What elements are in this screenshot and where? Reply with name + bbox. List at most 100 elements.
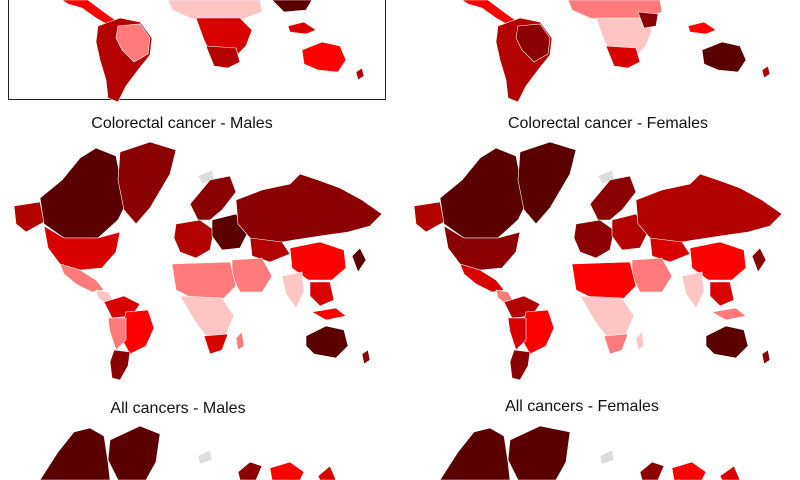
north-africa: [171, 261, 237, 301]
africa: [571, 261, 645, 355]
madagascar: [235, 331, 245, 351]
world-map-top-right: [461, 0, 771, 103]
new-zealand: [761, 65, 771, 79]
caption-colorectal-males: Colorectal cancer - Males: [91, 115, 273, 132]
south-america: [503, 295, 555, 381]
southeast-asia: [709, 281, 735, 307]
oceania: [705, 307, 771, 365]
china: [289, 241, 347, 281]
russia-far-east: [719, 465, 741, 480]
se-asia-islands: [287, 21, 317, 35]
canada: [439, 427, 511, 480]
map-panel-colorectal-males: [0, 140, 400, 385]
greenland: [517, 141, 577, 225]
canada: [39, 427, 111, 480]
horn-of-africa: [637, 11, 659, 29]
indonesia: [711, 307, 747, 321]
oceania: [687, 21, 771, 79]
argentina-chile: [509, 349, 531, 381]
southern-africa: [603, 333, 629, 355]
new-zealand: [761, 349, 771, 365]
madagascar: [635, 331, 645, 351]
west-central-africa: [579, 295, 635, 341]
japan-korea: [351, 247, 367, 273]
greenland: [107, 425, 161, 480]
map-frame: [8, 0, 386, 100]
se-asia-islands: [687, 21, 717, 35]
new-zealand: [355, 67, 365, 81]
canada: [39, 147, 129, 239]
map-panel-colorectal-females: [400, 140, 800, 385]
scandinavia: [589, 175, 637, 221]
world-map-all-females: [439, 425, 741, 480]
russia: [635, 173, 783, 245]
western-europe: [573, 219, 615, 259]
india: [281, 271, 305, 309]
world-map-colorectal-females: [413, 141, 783, 381]
australia: [705, 325, 749, 359]
americas: [461, 0, 553, 103]
africa-europe: [167, 0, 313, 69]
russia-asia: [631, 173, 783, 309]
world-map-all-males: [39, 425, 337, 480]
peru-bolivia: [107, 317, 127, 351]
north-africa: [571, 261, 637, 301]
western-europe: [173, 219, 215, 259]
india: [681, 271, 705, 309]
indonesia: [311, 307, 347, 321]
greenland: [117, 141, 177, 225]
russia: [235, 173, 383, 245]
map-panel-all-females: [400, 422, 800, 480]
australia: [701, 41, 747, 73]
caption-all-females: All cancers - Females: [505, 398, 659, 415]
europe: [573, 175, 649, 259]
russia-east: [271, 0, 313, 13]
southeast-asia: [309, 281, 335, 307]
russia-north: [269, 461, 305, 480]
oceania: [305, 307, 371, 365]
iceland: [599, 449, 615, 465]
americas: [61, 0, 153, 103]
world-map-top-left: [61, 0, 365, 103]
russia-far-east: [317, 465, 337, 480]
usa: [43, 225, 121, 271]
southern-africa: [205, 45, 241, 69]
north-america: [13, 141, 215, 305]
iceland: [197, 449, 213, 465]
kazakhstan: [649, 237, 691, 263]
scandinavia: [237, 461, 263, 480]
southern-africa: [203, 333, 229, 355]
alaska: [13, 201, 45, 233]
alaska: [413, 201, 445, 233]
oceania: [287, 21, 365, 81]
world-map-colorectal-males: [13, 141, 383, 381]
africa: [171, 261, 245, 355]
canada: [439, 147, 529, 239]
scandinavia: [639, 461, 665, 480]
africa-europe: [567, 0, 663, 69]
australia: [305, 325, 349, 359]
map-panel-top-left: [0, 0, 400, 110]
middle-east: [631, 257, 673, 293]
japan-korea: [751, 247, 767, 273]
new-zealand: [361, 349, 371, 365]
europe: [173, 175, 249, 259]
map-panel-top-right: [400, 0, 800, 110]
map-panel-all-males: [0, 422, 400, 480]
china: [689, 241, 747, 281]
west-central-africa: [179, 295, 235, 341]
russia-north: [671, 461, 707, 480]
caption-colorectal-females: Colorectal cancer - Females: [507, 115, 709, 132]
australia: [301, 41, 347, 73]
middle-east: [231, 257, 273, 293]
russia-asia: [231, 173, 383, 309]
peru-bolivia: [507, 317, 527, 351]
usa: [443, 225, 521, 271]
southern-africa: [605, 45, 641, 69]
scandinavia: [189, 175, 237, 221]
north-america: [413, 141, 615, 305]
greenland: [507, 425, 571, 480]
brazil: [515, 23, 551, 63]
south-america: [103, 295, 155, 381]
brazil: [115, 23, 151, 63]
